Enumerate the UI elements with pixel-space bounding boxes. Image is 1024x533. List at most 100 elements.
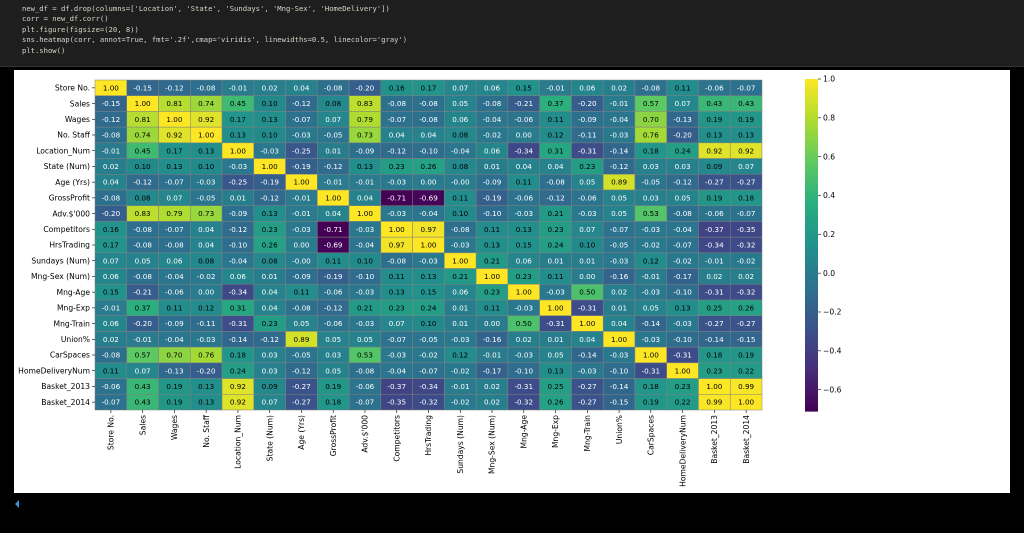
cell-annotation: -0.20	[197, 366, 216, 375]
cell-annotation: 0.92	[738, 146, 754, 155]
cell-annotation: 0.23	[516, 272, 532, 281]
cell-annotation: 0.24	[420, 303, 436, 312]
cell-annotation: 1.00	[706, 382, 722, 391]
colorbar-tick-label: 0.0	[823, 269, 835, 278]
cell-annotation: 0.81	[166, 99, 182, 108]
cell-annotation: 0.12	[548, 131, 564, 140]
colorbar-segment	[805, 236, 818, 241]
cell-annotation: 0.21	[452, 272, 468, 281]
cell-annotation: -0.03	[356, 288, 375, 297]
x-tick-label: Competitors	[392, 415, 401, 462]
colorbar-segment	[805, 388, 818, 393]
cell-annotation: -0.03	[578, 209, 597, 218]
cell-annotation: 1.00	[484, 272, 500, 281]
cell-annotation: 0.04	[325, 209, 341, 218]
cell-annotation: 0.02	[611, 288, 627, 297]
x-tick-label: Mng-Age	[519, 415, 528, 449]
cell-annotation: -0.05	[197, 193, 216, 202]
x-tick-label: Store No.	[107, 415, 116, 450]
cell-annotation: 0.22	[738, 366, 754, 375]
x-tick-label: Adv.$'000	[361, 415, 370, 453]
colorbar-segment	[805, 148, 818, 152]
cell-annotation: 0.19	[706, 115, 722, 124]
cell-annotation: 0.03	[325, 351, 341, 360]
cell-annotation: 0.21	[357, 303, 373, 312]
colorbar-segment	[805, 92, 818, 97]
cell-annotation: -0.12	[260, 335, 279, 344]
cell-annotation: 0.08	[135, 193, 151, 202]
cell-annotation: -0.02	[483, 131, 502, 140]
cell-annotation: 0.02	[738, 272, 754, 281]
cell-annotation: -0.20	[356, 83, 375, 92]
cell-annotation: -0.01	[610, 99, 629, 108]
cell-annotation: -0.01	[102, 303, 121, 312]
cell-annotation: -0.12	[102, 115, 121, 124]
colorbar-segment	[805, 350, 818, 354]
cell-annotation: 1.00	[135, 99, 151, 108]
cell-annotation: -0.00	[451, 178, 470, 187]
colorbar-segment	[805, 245, 818, 249]
cell-annotation: 0.05	[357, 335, 373, 344]
cell-annotation: 0.13	[262, 209, 278, 218]
cell-annotation: -0.06	[514, 115, 533, 124]
cell-annotation: 0.03	[262, 366, 278, 375]
cell-annotation: -0.04	[229, 256, 248, 265]
cell-annotation: -0.03	[356, 319, 375, 328]
colorbar-segment	[805, 292, 818, 296]
colorbar-segment	[805, 391, 818, 395]
cell-annotation: 1.00	[420, 241, 436, 250]
cell-annotation: -0.03	[292, 131, 311, 140]
cell-annotation: -0.15	[610, 398, 629, 407]
cell-annotation: 0.05	[325, 335, 341, 344]
y-tick-label: HomeDeliveryNum	[18, 366, 90, 375]
cell-annotation: 0.05	[579, 178, 595, 187]
cell-annotation: -0.12	[610, 162, 629, 171]
cell-annotation: 0.04	[420, 131, 436, 140]
colorbar-segment	[805, 134, 818, 138]
x-tick-label: No. Staff	[202, 414, 211, 447]
cell-annotation: -0.21	[133, 288, 152, 297]
colorbar-segment	[805, 264, 818, 268]
cell-annotation: 0.43	[706, 99, 722, 108]
cell-annotation: -0.11	[197, 319, 216, 328]
cell-annotation: 0.15	[420, 288, 436, 297]
cell-annotation: -0.32	[514, 398, 533, 407]
code-cell[interactable]: new_df = df.drop(columns=['Location', 'S…	[0, 0, 1024, 67]
cell-annotation: 0.43	[135, 382, 151, 391]
colorbar-segment	[805, 209, 818, 213]
cell-annotation: -0.08	[133, 225, 152, 234]
colorbar-segment	[805, 363, 818, 368]
y-tick-label: Wages	[65, 115, 90, 124]
cell-annotation: 0.13	[198, 382, 214, 391]
cell-annotation: 0.81	[135, 115, 151, 124]
collapse-arrow[interactable]	[12, 498, 22, 510]
colorbar-segment	[805, 325, 818, 329]
output-area: 1.00 -0.15 -0.12 -0.08 -0.01 0.02 0.04 -0.08 -0.…	[14, 70, 1010, 493]
cell-annotation: -0.34	[419, 382, 438, 391]
cell-annotation: -0.07	[165, 225, 184, 234]
cell-annotation: 0.92	[230, 382, 246, 391]
cell-annotation: -0.07	[387, 335, 406, 344]
cell-annotation: 0.04	[548, 162, 564, 171]
colorbar-segment	[805, 233, 818, 238]
colorbar-segment	[805, 316, 818, 321]
colorbar-tick-label: 0.6	[823, 152, 835, 161]
cell-annotation: 0.24	[675, 146, 691, 155]
cell-annotation: -0.15	[737, 335, 756, 344]
cell-annotation: -0.08	[642, 83, 661, 92]
cell-annotation: -0.31	[578, 303, 597, 312]
cell-annotation: -0.32	[737, 288, 756, 297]
cell-annotation: -0.02	[451, 366, 470, 375]
cell-annotation: -0.03	[229, 162, 248, 171]
cell-annotation: -0.08	[451, 225, 470, 234]
cell-annotation: -0.10	[229, 241, 248, 250]
cell-annotation: -0.02	[673, 256, 692, 265]
cell-annotation: 0.17	[103, 241, 119, 250]
y-tick-label: Mng-Exp	[57, 304, 90, 313]
cell-annotation: -0.04	[387, 366, 406, 375]
cell-annotation: -0.14	[642, 319, 661, 328]
cell-annotation: -0.07	[102, 398, 121, 407]
colorbar-segment	[805, 355, 818, 360]
colorbar-tick-label: 1.0	[823, 75, 835, 84]
colorbar-segment	[805, 200, 818, 205]
